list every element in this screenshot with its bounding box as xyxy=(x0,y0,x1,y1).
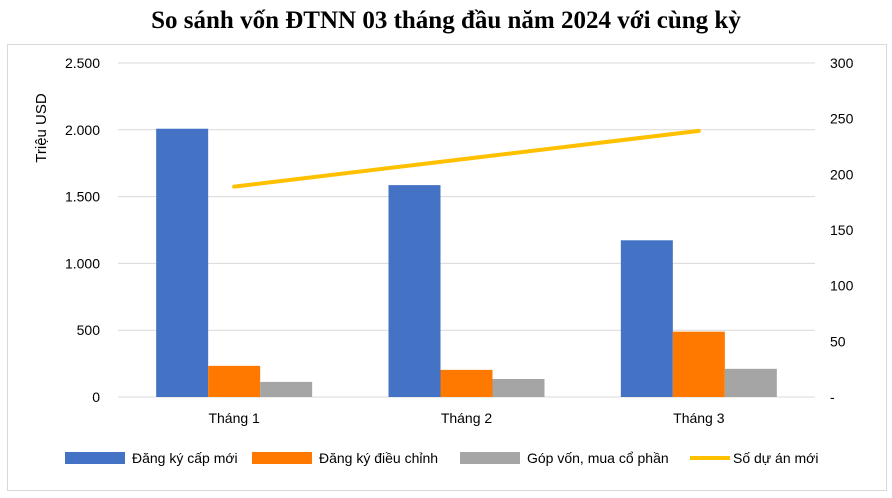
bar xyxy=(620,240,673,397)
y2-tick-label: 50 xyxy=(830,333,846,349)
bar xyxy=(260,381,313,397)
chart-frame xyxy=(7,44,887,491)
x-tick-label: Tháng 2 xyxy=(441,410,493,426)
bar xyxy=(672,331,725,397)
y-tick-label: 1.500 xyxy=(65,189,100,205)
legend-swatch xyxy=(65,452,125,464)
bar xyxy=(388,185,441,397)
bar xyxy=(156,128,209,397)
y-tick-label: 500 xyxy=(77,322,101,338)
legend-label: Số dự án mới xyxy=(733,450,818,466)
y-tick-label: 0 xyxy=(92,389,100,405)
x-tick-label: Tháng 1 xyxy=(208,410,260,426)
y2-tick-label: 200 xyxy=(830,166,854,182)
bar xyxy=(492,378,545,397)
x-tick-label: Tháng 3 xyxy=(673,410,725,426)
legend-label: Góp vốn, mua cổ phần xyxy=(527,450,669,466)
y-axis-label: Triệu USD xyxy=(33,93,50,163)
chart-title: So sánh vốn ĐTNN 03 tháng đầu năm 2024 v… xyxy=(151,7,741,34)
y2-tick-label: 300 xyxy=(830,55,854,71)
bar xyxy=(208,365,261,397)
legend-label: Đăng ký điều chỉnh xyxy=(319,450,438,466)
y2-tick-label: 150 xyxy=(830,222,854,238)
y2-tick-label: - xyxy=(830,389,835,405)
line-series xyxy=(232,128,701,189)
y2-tick-label: 100 xyxy=(830,278,854,294)
legend-label: Đăng ký cấp mới xyxy=(132,450,238,466)
y-tick-label: 2.000 xyxy=(65,122,100,138)
y2-tick-label: 250 xyxy=(830,111,854,127)
y-tick-label: 1.000 xyxy=(65,255,100,271)
legend-swatch xyxy=(252,452,312,464)
y-tick-label: 2.500 xyxy=(65,55,100,71)
bar xyxy=(724,368,777,397)
legend-swatch xyxy=(460,452,520,464)
bar xyxy=(440,369,493,397)
